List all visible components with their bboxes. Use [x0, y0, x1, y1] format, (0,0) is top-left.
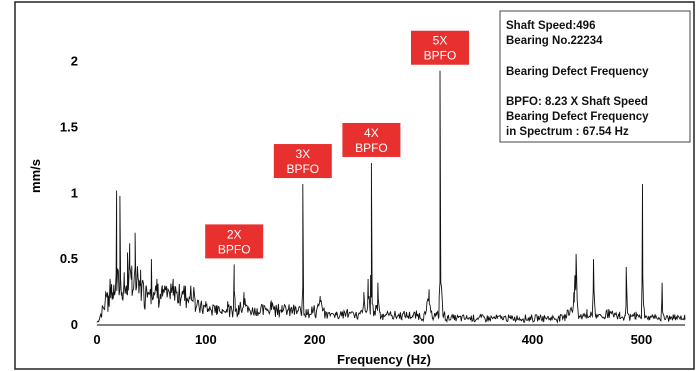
x-tick-label: 200	[304, 332, 326, 347]
callout-label-harmonic: 3X	[295, 147, 310, 161]
axis-layer: 0 100 200 300 400 500 0 0.5 1 1.5 2	[60, 54, 685, 347]
info-spectrum-line-2: in Spectrum : 67.54 Hz	[506, 126, 629, 138]
spectrum-layer	[96, 70, 686, 324]
spectrum-line	[96, 70, 686, 324]
callout-label-harmonic: 2X	[227, 227, 242, 241]
callout-box	[342, 122, 401, 157]
y-tick-label: 1	[71, 185, 78, 200]
x-tick-label: 400	[522, 332, 544, 347]
x-tick-label: 0	[93, 332, 100, 347]
x-tick-label: 500	[631, 332, 653, 347]
callout-box	[205, 224, 264, 259]
info-box-border	[499, 10, 691, 143]
info-defect-title: Bearing Defect Frequency	[506, 66, 649, 78]
callout-label-harmonic: 4X	[364, 126, 379, 140]
callout-box	[411, 30, 469, 65]
callout-box	[273, 144, 332, 179]
callout-label-harmonic: 5X	[433, 34, 448, 48]
info-box: Shaft Speed:496 Bearing No.22234 Bearing…	[499, 10, 691, 143]
y-tick-label: 0	[71, 317, 78, 332]
y-tick-label: 0.5	[60, 251, 78, 266]
info-shaft-speed: Shaft Speed:496	[506, 20, 595, 32]
callout-label-bpfo: BPFO	[424, 49, 457, 63]
y-tick-label: 1.5	[60, 119, 78, 134]
x-tick-label: 300	[413, 332, 435, 347]
info-bearing-number: Bearing No.22234	[506, 35, 603, 47]
info-bpfo-line: BPFO: 8.23 X Shaft Speed	[506, 96, 648, 108]
x-axis-title: Frequency (Hz)	[337, 352, 431, 367]
x-tick-label: 100	[195, 332, 217, 347]
y-tick-label: 2	[71, 54, 78, 69]
callout-label-bpfo: BPFO	[355, 141, 388, 155]
y-axis-title: mm/s	[28, 159, 43, 193]
callout-label-bpfo: BPFO	[218, 242, 251, 256]
callout-label-bpfo: BPFO	[286, 162, 319, 176]
info-spectrum-line-1: Bearing Defect Frequency	[506, 111, 649, 123]
